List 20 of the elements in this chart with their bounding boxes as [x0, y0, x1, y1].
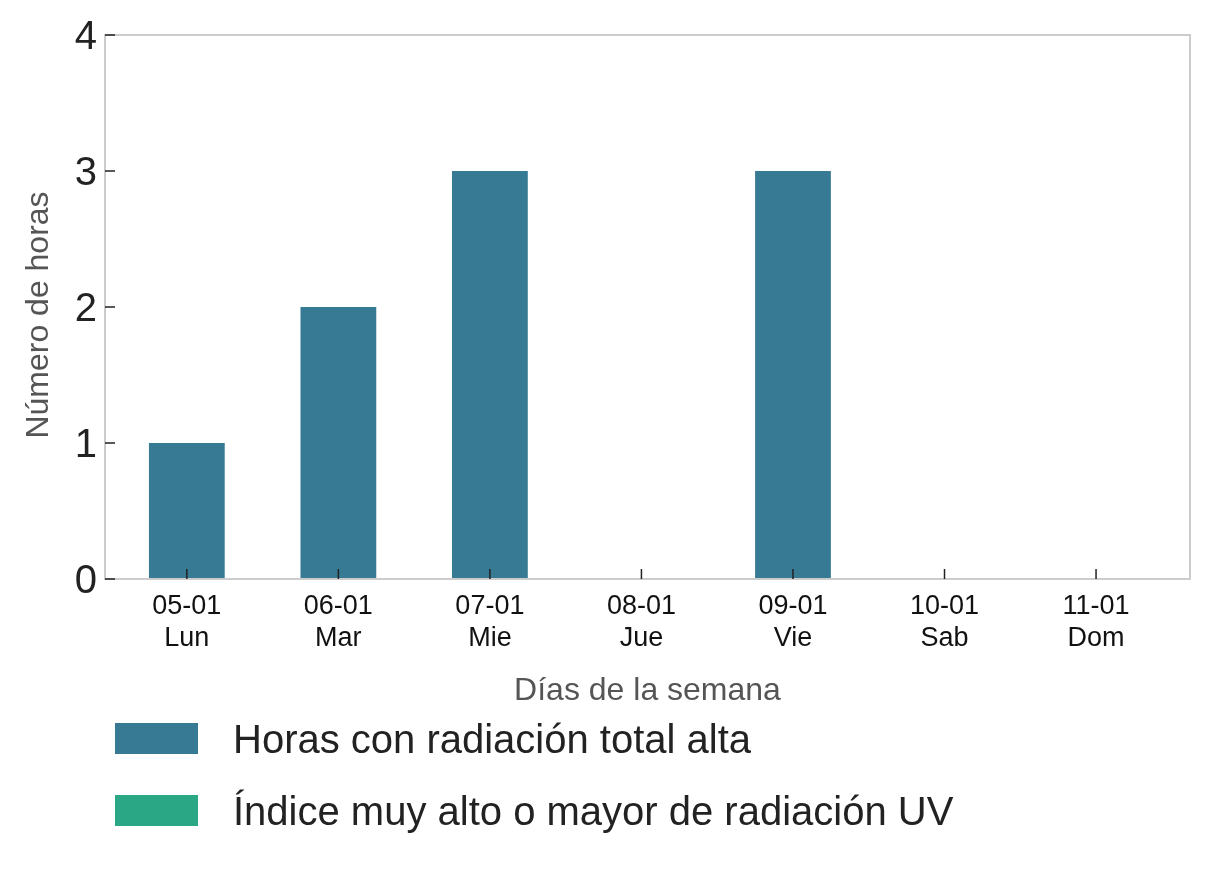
- x-tick-label: 07-01 Mie: [455, 590, 525, 652]
- x-tick-label: 08-01 Jue: [606, 590, 676, 652]
- legend-label: Horas con radiación total alta: [233, 717, 752, 761]
- legend-label: Índice muy alto o mayor de radiación UV: [233, 789, 954, 833]
- y-tick-label: 0: [74, 557, 97, 601]
- bar: [300, 307, 377, 579]
- x-tick-label: 10-01 Sab: [909, 590, 980, 652]
- x-axis-title: Días de la semana: [514, 671, 782, 707]
- x-tick-label: 11-01 Dom: [1062, 590, 1130, 652]
- y-tick-label: 3: [74, 149, 97, 193]
- bar: [148, 443, 225, 579]
- x-tick-label: 09-01 Vie: [758, 590, 828, 652]
- y-tick-label: 2: [74, 285, 97, 329]
- x-tick-label: 05-01 Lun: [152, 590, 222, 652]
- y-axis-title: Número de horas: [19, 191, 55, 439]
- x-tick-label: 06-01 Mar: [303, 590, 373, 652]
- bar: [452, 171, 528, 579]
- bar: [755, 171, 831, 579]
- y-tick-label: 1: [74, 421, 97, 465]
- y-tick-label: 4: [74, 13, 97, 57]
